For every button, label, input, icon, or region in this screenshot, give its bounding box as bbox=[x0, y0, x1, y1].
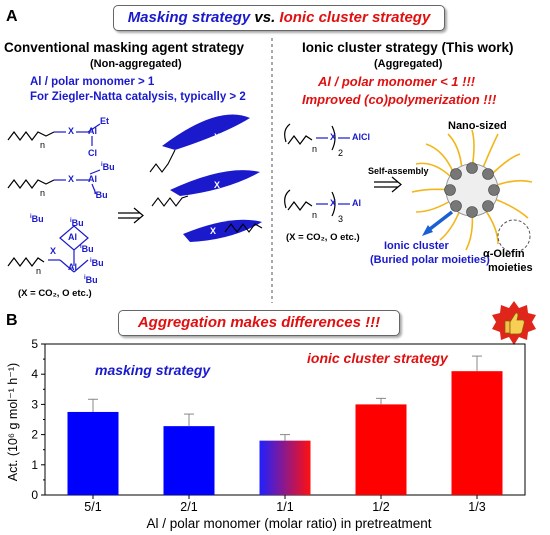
chem-sub2: 2 bbox=[338, 148, 344, 158]
nano-sized-label: Nano-sized bbox=[448, 120, 507, 132]
x-axis-label: Al / polar monomer (molar ratio) in pret… bbox=[146, 516, 431, 531]
left-note-2: For Ziegler-Natta catalysis, typically >… bbox=[30, 91, 246, 103]
chem-x-1: X bbox=[68, 126, 75, 136]
olefin-label-2: moieties bbox=[488, 262, 533, 274]
chem-al-2: Al bbox=[88, 174, 97, 184]
buried-label: (Buried polar moieties) bbox=[370, 254, 490, 266]
ionic-cluster-structures bbox=[284, 123, 533, 253]
y-axis-label: Act. (10⁶ g mol⁻¹ h⁻¹) bbox=[6, 363, 20, 481]
right-note-2: Improved (co)polymerization !!! bbox=[302, 92, 497, 107]
panel-divider bbox=[271, 38, 273, 303]
thumbs-up-icon bbox=[492, 301, 536, 345]
svg-text:X: X bbox=[214, 180, 220, 190]
right-subheading: (Aggregated) bbox=[374, 58, 443, 70]
chem-n-1: n bbox=[40, 140, 46, 150]
left-subheading: (Non-aggregated) bbox=[90, 58, 182, 70]
left-heading: Conventional masking agent strategy bbox=[4, 40, 245, 55]
ionic-cluster-label: Ionic cluster bbox=[384, 240, 449, 252]
y-tick-label: 0 bbox=[31, 488, 38, 502]
chem-n-r1: n bbox=[312, 144, 318, 154]
chem-n-r2: n bbox=[312, 210, 318, 220]
chem-ibu-4: iBu bbox=[70, 218, 84, 228]
ionic-strategy-label: ionic cluster strategy bbox=[307, 350, 448, 366]
chem-cl: Cl bbox=[88, 148, 97, 158]
chem-x-r2: X bbox=[330, 198, 337, 208]
title-masking: Masking strategy bbox=[127, 9, 251, 26]
x-tick-label: 2/1 bbox=[180, 500, 197, 514]
chem-al-4: Al bbox=[68, 262, 77, 272]
chem-x-r1: X bbox=[330, 132, 337, 142]
x-tick-label: 1/3 bbox=[468, 500, 485, 514]
chem-ibu-6: iBu bbox=[90, 258, 104, 268]
olefin-label-1: α-Olefin bbox=[483, 248, 525, 260]
chem-x-2: X bbox=[68, 174, 75, 184]
bar-1-2 bbox=[355, 404, 407, 495]
chem-x-3: X bbox=[50, 246, 57, 256]
svg-text:X: X bbox=[210, 226, 216, 236]
chem-n-3: n bbox=[36, 266, 42, 276]
x-tick-label: 5/1 bbox=[84, 500, 101, 514]
right-note-1: Al / polar monomer < 1 !!! bbox=[318, 74, 476, 89]
panel-a-letter: A bbox=[6, 8, 18, 25]
chem-al-r: Al bbox=[352, 198, 361, 208]
y-tick-label: 3 bbox=[31, 397, 38, 411]
svg-text:X: X bbox=[214, 132, 220, 142]
chem-ibu-5: iBu bbox=[80, 244, 94, 254]
panel-a-title-box: Masking strategy vs. Ionic cluster strat… bbox=[113, 5, 445, 31]
chem-alcl: AlCl bbox=[352, 132, 370, 142]
activity-bar-chart: 0 1 2 3 4 5 5/1 2/1 1/1 1/2 1/3 Act. (10⁶ g mol⁻¹ … bbox=[6, 337, 526, 531]
x-tick-label: 1/1 bbox=[276, 500, 293, 514]
masking-agent-structures: X X X bbox=[7, 114, 263, 273]
y-tick-label: 5 bbox=[31, 337, 38, 351]
chem-ibu-1: iBu bbox=[101, 162, 115, 172]
right-heading: Ionic cluster strategy (This work) bbox=[302, 40, 514, 55]
self-assembly-label: Self-assembly bbox=[368, 166, 429, 176]
panel-b-letter: B bbox=[6, 312, 18, 329]
chem-n-2: n bbox=[40, 188, 46, 198]
left-note-1: Al / polar monomer > 1 bbox=[30, 76, 155, 88]
panel-b-title-box: Aggregation makes differences !!! bbox=[118, 310, 400, 336]
title-vs: vs. bbox=[250, 9, 280, 26]
masking-strategy-label: masking strategy bbox=[95, 362, 211, 378]
chem-ibu-3: iBu bbox=[30, 214, 44, 224]
chem-al-1: Al bbox=[88, 126, 97, 136]
left-condition: (X = CO₂, O etc.) bbox=[18, 288, 92, 299]
x-tick-label: 1/2 bbox=[372, 500, 389, 514]
bar-5-1 bbox=[67, 411, 119, 495]
y-tick-label: 1 bbox=[31, 458, 38, 472]
title-ionic: Ionic cluster strategy bbox=[279, 9, 431, 26]
bar-1-1 bbox=[259, 440, 311, 495]
y-tick-label: 2 bbox=[31, 428, 38, 442]
bar-1-3 bbox=[451, 371, 503, 495]
chem-et: Et bbox=[100, 116, 109, 126]
bar-2-1 bbox=[163, 426, 215, 495]
right-condition: (X = CO₂, O etc.) bbox=[286, 232, 360, 243]
chem-ibu-7: iBu bbox=[84, 275, 98, 285]
chem-sub3: 3 bbox=[338, 214, 344, 224]
chem-ibu-2: iBu bbox=[94, 190, 108, 200]
y-tick-label: 4 bbox=[31, 367, 38, 381]
chem-al-3: Al bbox=[68, 232, 77, 242]
